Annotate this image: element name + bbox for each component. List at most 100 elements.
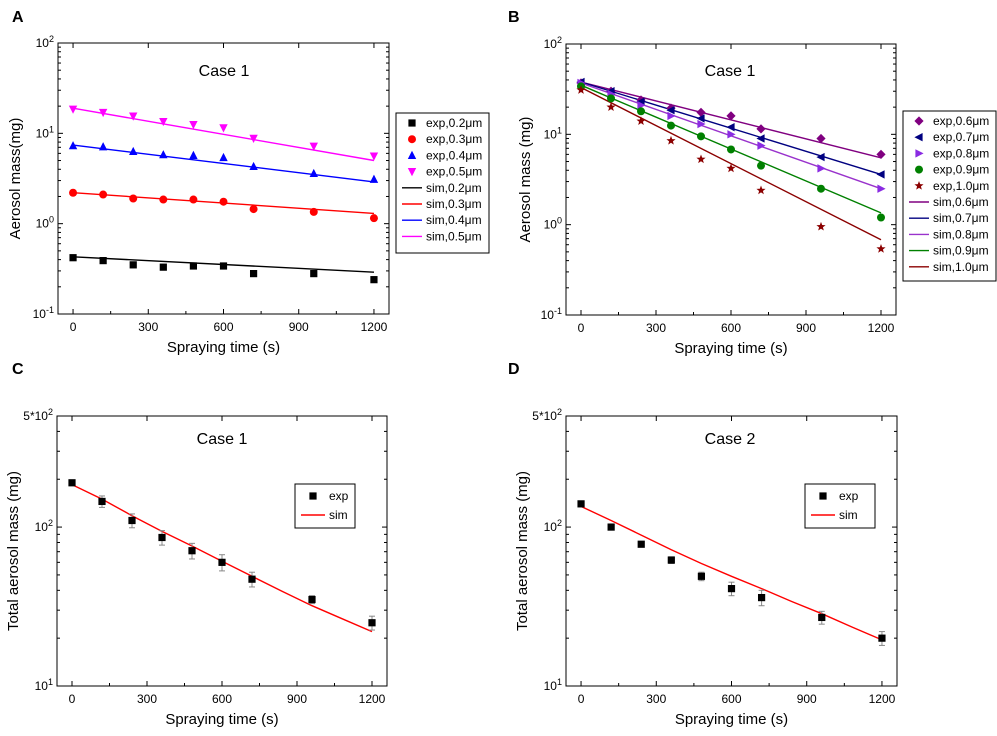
y-tick-exponent: -1 <box>554 306 562 316</box>
y-tick-base: 10 <box>33 307 47 321</box>
data-point <box>696 154 706 164</box>
x-tick-label: 1200 <box>868 321 895 335</box>
y-tick-label: 100 <box>544 216 562 232</box>
y-tick-label: 101 <box>36 124 54 140</box>
legend-marker <box>914 133 923 142</box>
data-point <box>68 479 76 487</box>
plot-frame <box>565 415 898 687</box>
y-tick-label: 10-1 <box>33 305 54 321</box>
data-point <box>878 634 886 642</box>
legend-label: sim <box>839 508 858 522</box>
data-point <box>816 221 826 231</box>
y-tick-label: 5*102 <box>23 407 53 423</box>
y-tick-base: 10 <box>35 520 49 534</box>
x-tick-label: 600 <box>721 692 741 706</box>
legend-label: sim,0.4μm <box>426 213 482 227</box>
y-tick-exponent: 2 <box>48 407 53 417</box>
legend-marker <box>407 150 417 159</box>
panel-letter: A <box>12 9 24 26</box>
y-axis-title: Total aerosol mass (mg) <box>5 471 22 631</box>
legend-label: exp,0.4μm <box>426 148 482 162</box>
y-tick-base: 10 <box>35 679 49 693</box>
x-axis-title: Spraying time (s) <box>165 711 278 728</box>
panel-letter: C <box>12 361 24 378</box>
plot-frame <box>57 42 390 315</box>
y-tick-base: 10 <box>544 127 558 141</box>
legend-marker <box>915 149 924 158</box>
y-tick-base: 10 <box>544 37 558 51</box>
data-point <box>726 122 735 132</box>
data-point <box>249 270 258 278</box>
data-point <box>99 190 108 199</box>
data-point <box>697 119 706 129</box>
x-axis-title: Spraying time (s) <box>167 339 280 356</box>
data-point <box>129 112 138 121</box>
data-point <box>249 134 258 143</box>
data-point <box>607 523 615 531</box>
plot-frame <box>56 415 388 687</box>
data-point <box>99 257 107 265</box>
y-tick-exponent: 2 <box>49 34 54 44</box>
plot-title: Case 1 <box>705 63 756 80</box>
legend-marker <box>408 135 416 144</box>
legend-label: exp,0.2μm <box>426 116 482 130</box>
y-tick-label: 102 <box>35 518 53 534</box>
data-point <box>817 164 826 173</box>
data-point <box>636 116 646 126</box>
y-tick-base: 10 <box>36 126 50 140</box>
legend: exp,0.6μm exp,0.7μm exp,0.8μm exp,0.9μm exp,… <box>902 110 997 282</box>
legend: exp,0.2μm exp,0.3μm exp,0.4μm exp,0.5μm sim,… <box>395 112 490 254</box>
y-axis-title: Aerosol mass (mg) <box>517 117 534 243</box>
data-point <box>727 145 735 154</box>
data-point <box>189 195 198 204</box>
legend-label: sim,0.5μm <box>426 229 482 243</box>
legend-label: exp,0.6μm <box>933 114 989 128</box>
legend-marker <box>914 116 924 126</box>
data-point <box>309 207 318 216</box>
data-point <box>189 262 198 270</box>
y-tick-exponent: -1 <box>46 305 54 315</box>
data-point <box>876 170 885 179</box>
legend-label: sim,0.9μm <box>933 244 989 258</box>
data-point <box>129 194 138 203</box>
y-tick-exponent: 2 <box>557 407 562 417</box>
x-tick-label: 300 <box>138 320 158 334</box>
y-tick-exponent: 2 <box>557 518 562 528</box>
y-tick-base: 10 <box>544 679 558 693</box>
x-tick-label: 900 <box>287 692 307 706</box>
y-tick-exponent: 1 <box>48 677 53 687</box>
x-tick-label: 1200 <box>359 692 386 706</box>
panel-letter: B <box>508 9 520 26</box>
legend-label: exp,0.9μm <box>933 163 989 177</box>
legend-label: exp,1.0μm <box>933 179 989 193</box>
x-tick-label: 0 <box>70 320 77 334</box>
data-point <box>98 497 106 506</box>
legend-box <box>804 483 876 529</box>
y-tick-base: 5*10 <box>23 409 48 423</box>
data-point <box>816 133 826 144</box>
legend-marker <box>819 492 827 500</box>
data-point <box>368 619 376 627</box>
legend-label: sim,1.0μm <box>933 260 989 274</box>
data-point <box>68 105 78 114</box>
x-tick-label: 600 <box>212 692 232 706</box>
data-point <box>219 152 228 162</box>
y-tick-label: 100 <box>36 215 54 231</box>
x-tick-label: 0 <box>578 321 585 335</box>
y-tick-base: 10 <box>544 218 558 232</box>
data-point <box>667 121 675 130</box>
legend-label: sim,0.7μm <box>933 211 989 225</box>
y-tick-label: 5*102 <box>532 407 562 423</box>
y-tick-base: 10 <box>544 520 558 534</box>
data-point <box>606 102 616 112</box>
legend-label: sim,0.8μm <box>933 227 989 241</box>
data-point <box>818 613 826 622</box>
panel-letter: D <box>508 361 520 378</box>
data-point <box>816 152 825 162</box>
legend-label: exp,0.7μm <box>933 130 989 144</box>
data-point <box>189 150 198 159</box>
